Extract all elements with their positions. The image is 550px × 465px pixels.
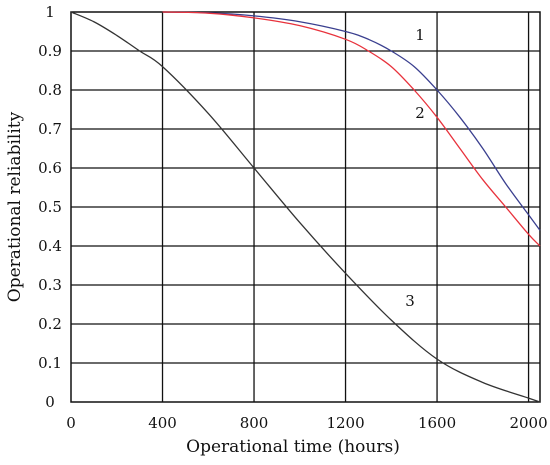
y-tick-label: 1 (45, 3, 55, 21)
y-tick-label: 0.7 (38, 120, 62, 138)
y-tick-label: 0.9 (38, 42, 62, 60)
series-lines (70, 11, 541, 403)
y-tick-label: 0.6 (38, 159, 62, 177)
y-tick-label: 0.1 (38, 354, 62, 372)
y-tick-label: 0.8 (38, 81, 62, 99)
y-axis-title: Operational reliability (5, 111, 25, 302)
x-tick-label: 2000 (509, 414, 547, 432)
series-line-1 (162, 11, 541, 231)
x-tick-label: 800 (240, 414, 269, 432)
y-tick-label: 0.4 (38, 237, 62, 255)
y-tick-label: 0 (45, 393, 55, 411)
series-label-3: 3 (405, 292, 415, 310)
grid (71, 12, 540, 402)
series-line-3 (70, 11, 541, 403)
x-tick-label: 400 (148, 414, 177, 432)
y-tick-labels: 0 0.1 0.2 0.3 0.4 0.5 0.6 0.7 0.8 0.9 1 (38, 3, 62, 411)
y-tick-label: 0.3 (38, 276, 62, 294)
x-tick-labels: 0 400 800 1200 1600 2000 (66, 414, 547, 432)
series-label-1: 1 (415, 26, 425, 44)
series-labels: 1 2 3 (405, 26, 425, 310)
series-label-2: 2 (415, 104, 425, 122)
x-tick-label: 0 (66, 414, 76, 432)
series-line-2 (162, 11, 541, 247)
x-tick-label: 1600 (418, 414, 456, 432)
x-tick-label: 1200 (326, 414, 364, 432)
y-tick-label: 0.5 (38, 198, 62, 216)
x-axis-title: Operational time (hours) (186, 437, 400, 457)
y-tick-label: 0.2 (38, 315, 62, 333)
